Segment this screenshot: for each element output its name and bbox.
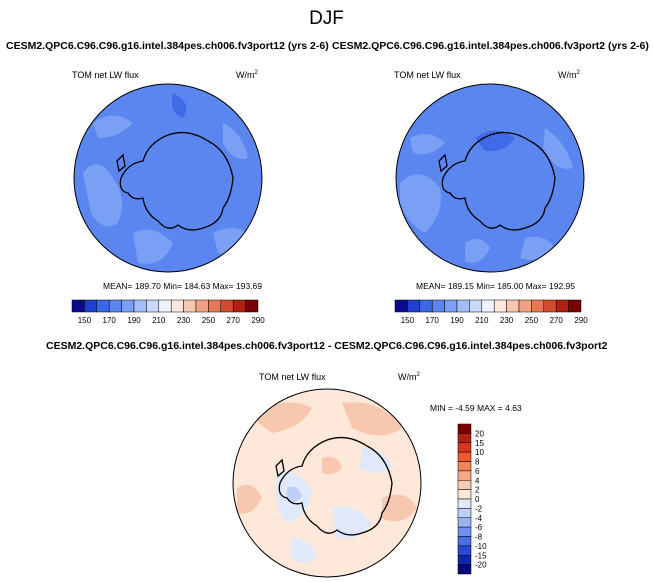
colorbar-swatch	[457, 442, 472, 453]
colorbar-tick-label: 10	[475, 448, 484, 457]
colorbar-swatch	[456, 299, 470, 313]
panel-1-title: CESM2.QPC6.C96.C96.g16.intel.384pes.ch00…	[6, 40, 329, 52]
panel-3-map	[232, 388, 422, 578]
panel-1-stats: MEAN= 189.70 Min= 184.63 Max= 193.69	[103, 281, 263, 291]
colorbar-tick-label: 290	[251, 316, 265, 325]
colorbar-swatch	[121, 299, 135, 313]
colorbar-swatch	[518, 299, 532, 313]
colorbar-tick-label: 250	[202, 316, 216, 325]
colorbar-tick-label: 15	[475, 439, 484, 448]
colorbar-swatch	[457, 555, 472, 565]
colorbar-tick-label: -8	[475, 533, 483, 542]
colorbar-swatch	[543, 299, 557, 313]
colorbar-tick-label: 190	[450, 316, 464, 325]
colorbar-swatch	[531, 299, 545, 313]
panel-3-field-label: TOM net LW flux	[259, 372, 326, 382]
colorbar-tick-label: 290	[574, 316, 588, 325]
colorbar-tick-label: 150	[401, 316, 415, 325]
colorbar-swatch	[457, 480, 472, 490]
panel-1-map	[73, 83, 263, 273]
colorbar-swatch	[183, 299, 197, 313]
colorbar-tick-label: 210	[475, 316, 489, 325]
colorbar-tick-label: 150	[78, 316, 92, 325]
colorbar-swatch	[457, 564, 472, 575]
panel-2-stats: MEAN= 189.15 Min= 185.00 Max= 192.95	[416, 281, 576, 291]
colorbar-swatch	[133, 299, 147, 313]
colorbar-swatch	[431, 299, 445, 313]
colorbar-swatch	[457, 451, 472, 462]
colorbar-swatch	[457, 461, 472, 472]
colorbar-tick-label: -10	[475, 542, 487, 551]
colorbar-swatch	[457, 526, 472, 537]
colorbar-swatch	[457, 470, 472, 481]
colorbar-swatch	[232, 299, 246, 313]
colorbar-swatch	[71, 299, 85, 313]
colorbar-tick-label: 8	[475, 458, 480, 467]
colorbar-tick-label: 2	[475, 486, 480, 495]
panel-2-map	[395, 83, 585, 273]
colorbar-swatch	[84, 299, 98, 313]
colorbar-swatch	[208, 299, 222, 313]
colorbar-tick-label: 210	[152, 316, 166, 325]
colorbar-swatch	[493, 299, 507, 313]
colorbar-swatch	[419, 299, 433, 313]
colorbar-swatch	[146, 299, 160, 313]
colorbar-tick-label: 4	[475, 476, 480, 485]
colorbar-tick-label: -20	[475, 561, 487, 570]
panel-1-field-label: TOM net LW flux	[72, 70, 139, 80]
colorbar-swatch	[457, 536, 472, 547]
colorbar-tick-label: 170	[426, 316, 440, 325]
panel-2-title: CESM2.QPC6.C96.C96.g16.intel.384pes.ch00…	[332, 40, 649, 52]
colorbar-tick-label: -15	[475, 551, 487, 560]
colorbar-tick-label: -6	[475, 523, 483, 532]
colorbar-tick-label: -2	[475, 504, 483, 513]
colorbar-swatch	[555, 299, 569, 313]
colorbar-swatch	[506, 299, 520, 313]
panel-3-title: CESM2.QPC6.C96.C96.g16.intel.384pes.ch00…	[46, 340, 608, 352]
panel-2-colorbar: 150 170 190 210 230 250 270 290	[394, 299, 588, 325]
colorbar-swatch	[170, 299, 184, 313]
panel-1-units: W/m2	[236, 70, 258, 80]
colorbar-swatch	[457, 508, 472, 518]
colorbar-swatch	[96, 299, 110, 313]
colorbar-tick-label: 270	[227, 316, 241, 325]
colorbar-tick-label: 170	[103, 316, 117, 325]
panel-2-field-label: TOM net LW flux	[394, 70, 461, 80]
panel-2-units: W/m2	[558, 70, 580, 80]
colorbar-swatch	[220, 299, 234, 313]
colorbar-swatch	[457, 517, 472, 528]
colorbar-tick-label: 6	[475, 467, 480, 476]
colorbar-swatch	[457, 489, 472, 500]
colorbar-swatch	[394, 299, 408, 313]
colorbar-tick-label: 0	[475, 495, 480, 504]
colorbar-swatch	[245, 299, 259, 313]
panel-3-stats: MIN = -4.59 MAX = 4.63	[430, 403, 522, 413]
colorbar-tick-label: 250	[525, 316, 539, 325]
panel-1-colorbar: 150 170 190 210 230 250 270 290	[71, 299, 265, 325]
panel-3-units: W/m2	[398, 372, 420, 382]
colorbar-swatch	[158, 299, 172, 313]
colorbar-swatch	[481, 299, 495, 313]
colorbar-swatch	[195, 299, 209, 313]
colorbar-swatch	[568, 299, 582, 313]
colorbar-tick-label: 20	[475, 429, 484, 438]
colorbar-swatch	[457, 498, 472, 509]
colorbar-tick-label: 270	[550, 316, 564, 325]
colorbar-swatch	[444, 299, 458, 313]
colorbar-swatch	[457, 433, 472, 443]
colorbar-tick-label: 230	[500, 316, 514, 325]
colorbar-swatch	[457, 545, 472, 556]
colorbar-swatch	[407, 299, 421, 313]
colorbar-tick-label: 230	[177, 316, 191, 325]
colorbar-tick-label: -4	[475, 514, 483, 523]
colorbar-swatch	[457, 423, 472, 434]
colorbar-swatch	[469, 299, 483, 313]
page-title: DJF	[309, 8, 344, 29]
colorbar-swatch	[108, 299, 122, 313]
colorbar-tick-label: 190	[127, 316, 141, 325]
